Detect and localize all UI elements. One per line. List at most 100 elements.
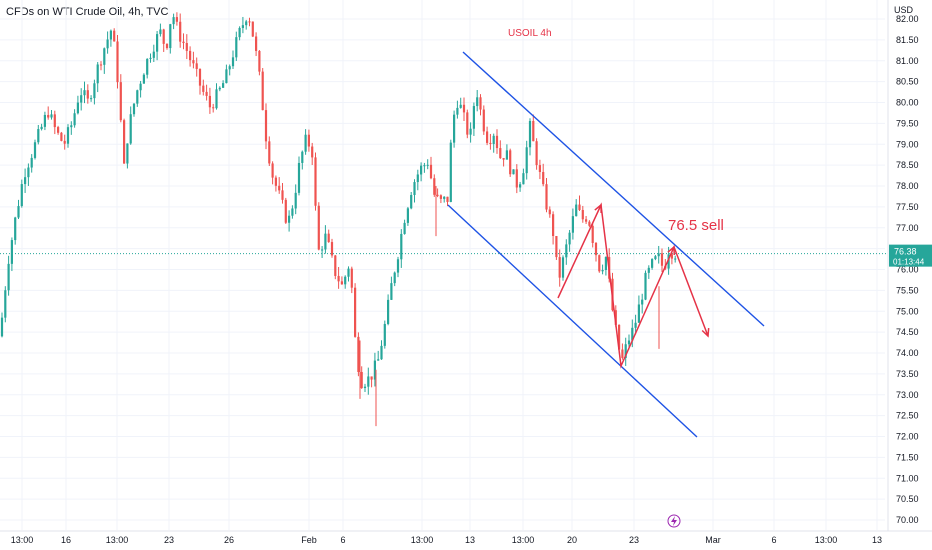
candle-body [581, 209, 584, 220]
candle-body [667, 254, 670, 269]
candle-body [70, 125, 73, 128]
candle-body [400, 233, 403, 260]
candle-body [228, 66, 231, 70]
x-tick-label: 6 [771, 535, 776, 545]
x-tick-label: Feb [301, 535, 317, 545]
candle-body [195, 63, 198, 69]
candle-body [179, 21, 182, 42]
candle-body [215, 89, 218, 109]
candle-body [565, 244, 568, 258]
candle-body [212, 107, 215, 109]
candle-body [637, 304, 640, 323]
candle-body [169, 24, 172, 49]
candle-body [578, 204, 581, 210]
candle-body [627, 340, 631, 345]
candle-body [670, 254, 673, 259]
y-tick-label: 76.00 [896, 265, 919, 275]
candle-body [258, 50, 261, 72]
candle-body [618, 324, 621, 350]
x-tick-label: 13:00 [512, 535, 535, 545]
x-tick-label: 6 [340, 535, 345, 545]
candle-body [47, 114, 50, 118]
candle-body [241, 25, 244, 28]
candle-body [354, 287, 357, 337]
candle-body [278, 185, 281, 191]
candle-body [446, 196, 449, 202]
candle-body [453, 114, 456, 143]
candle-body [27, 167, 30, 178]
symbol-title: CFDs on WTI Crude Oil, 4h, TVC [6, 6, 169, 18]
candles [0, 12, 677, 427]
candle-body [317, 205, 320, 250]
candle-body [208, 95, 211, 108]
y-tick-label: 77.50 [896, 202, 919, 212]
candle-body [123, 120, 126, 164]
candle-body [185, 43, 188, 51]
price-tag-box [889, 244, 932, 267]
candle-body [189, 50, 192, 61]
y-tick-label: 70.00 [896, 515, 919, 525]
candle-body [268, 141, 271, 164]
y-tick-label: 77.00 [896, 223, 919, 233]
candle-body [449, 142, 452, 202]
candle-body [522, 173, 525, 185]
candle-body [436, 194, 439, 196]
candle-body [271, 163, 274, 178]
candle-body [235, 37, 238, 58]
candle-body [426, 164, 429, 166]
price-axis[interactable]: 82.00 81.50 81.00 80.50 80.00 79.50 79.00 78.50… [887, 0, 919, 531]
candle-body [238, 27, 241, 38]
candle-body [30, 157, 33, 168]
candle-body [396, 259, 400, 273]
candle-body [264, 110, 268, 142]
time-axis[interactable]: 13:00 16 13:00 23 26 Feb 6 13:00 13 13:00 20 23 Mar 6… [0, 530, 932, 545]
candle-body [499, 148, 502, 159]
candle-body [311, 146, 314, 158]
candle-body [165, 43, 169, 49]
candle-body [192, 60, 195, 64]
lightning-icon [667, 514, 681, 528]
candle-body [245, 21, 248, 26]
price-tag-countdown: 01:13:44 [893, 258, 925, 267]
candle-body [377, 359, 380, 361]
candle-body [63, 140, 66, 144]
candle-body [7, 263, 10, 291]
y-tick-label: 73.50 [896, 369, 919, 379]
candle-body [515, 169, 518, 188]
candle-body [423, 165, 426, 167]
candle-body [674, 258, 677, 260]
candle-body [594, 242, 598, 256]
y-tick-label: 79.50 [896, 118, 919, 128]
candle-body [393, 272, 396, 284]
candle-body [568, 232, 571, 245]
candle-body [248, 21, 251, 23]
candle-body [601, 269, 604, 272]
candle-body [641, 299, 644, 305]
y-tick-label: 75.50 [896, 285, 919, 295]
candle-body [106, 39, 109, 49]
arrowhead-down [701, 327, 710, 338]
candle-body [218, 87, 221, 90]
candle-body [314, 157, 317, 206]
candle-body [297, 162, 301, 193]
candle-body [571, 216, 574, 233]
candle-body [294, 192, 297, 209]
candle-body [198, 68, 202, 86]
candle-body [528, 120, 532, 148]
x-tick-label: Mar [705, 535, 721, 545]
candle-body [261, 71, 264, 111]
y-tick-label: 72.50 [896, 411, 919, 421]
candle-body [4, 290, 7, 318]
y-tick-label: 70.50 [896, 494, 919, 504]
channel-upper-line [462, 51, 765, 327]
candle-body [334, 255, 337, 276]
candle-body [20, 184, 23, 207]
candle-body [591, 225, 594, 243]
candle-body [103, 48, 106, 65]
candle-body [152, 51, 155, 58]
x-tick-label: 13 [465, 535, 475, 545]
candle-body [136, 90, 139, 104]
candle-body [60, 132, 63, 141]
